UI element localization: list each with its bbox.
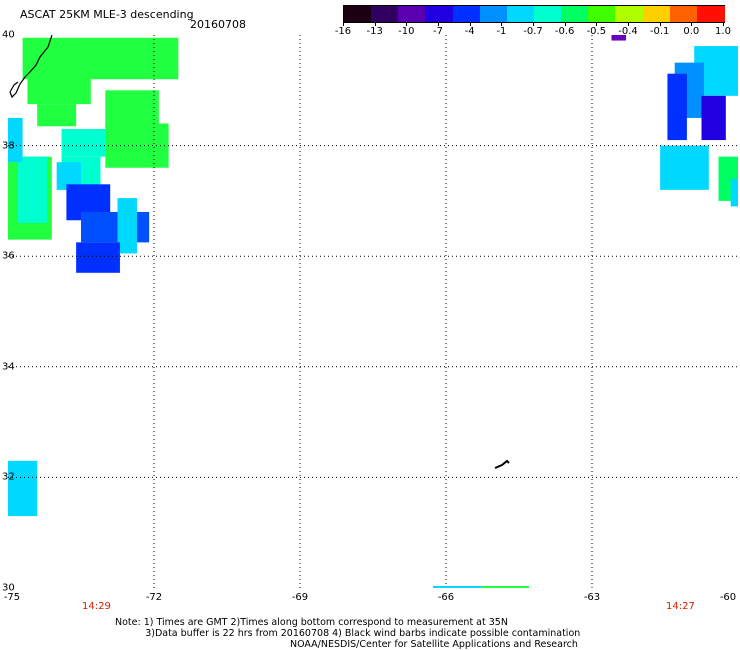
wind-barb-icon — [494, 459, 510, 469]
data-cell — [76, 242, 120, 273]
data-cell — [81, 211, 150, 243]
colorbar-tick — [533, 22, 534, 26]
longitude-label: -63 — [583, 592, 601, 603]
colorbar-label: -0.5 — [586, 26, 607, 37]
colorbar-segment — [425, 6, 454, 22]
colorbar-label: -4 — [464, 26, 475, 37]
swath-edge-green — [481, 586, 529, 588]
colorbar-tick — [723, 22, 724, 26]
longitude-label: -66 — [437, 592, 455, 603]
latitude-label: 36 — [2, 250, 15, 262]
swath-edge-cyan — [433, 586, 481, 588]
colorbar-tick — [691, 22, 693, 26]
colorbar-segment — [642, 6, 671, 22]
colorbar-segment — [398, 6, 427, 22]
credit-text: NOAA/NESDIS/Center for Satellite Applica… — [290, 639, 578, 650]
colorbar-segment — [479, 6, 508, 22]
colorbar-segment — [669, 6, 698, 22]
colorbar-label: -1 — [496, 26, 507, 37]
colorbar-segment — [615, 6, 644, 22]
longitude-label: -72 — [145, 592, 163, 603]
longitude-label: -60 — [719, 592, 737, 603]
colorbar-label: 0.0 — [683, 26, 700, 37]
ambiguity-cells — [8, 35, 738, 517]
map-plot — [8, 35, 738, 588]
colorbar-tick — [374, 22, 376, 26]
colorbar-tick — [659, 22, 661, 26]
colorbar-tick — [596, 22, 598, 26]
colorbar-label: -0.7 — [523, 26, 543, 37]
colorbar-tick — [469, 22, 471, 26]
colorbar-segment — [534, 6, 563, 22]
data-cell — [611, 35, 627, 41]
data-cell — [17, 156, 47, 224]
note-text: Note: 1) Times are GMT 2)Times along bot… — [115, 617, 580, 639]
colorbar-tick — [564, 22, 566, 26]
note-line-1: Note: 1) Times are GMT 2)Times along bot… — [115, 617, 508, 628]
colorbar-label: 1.0 — [715, 26, 731, 37]
data-cell — [667, 73, 687, 141]
data-cell — [117, 198, 137, 254]
colorbar-label: -0.4 — [618, 26, 638, 37]
colorbar-label: -13 — [366, 26, 383, 37]
data-cell — [22, 37, 179, 80]
colorbar-tick — [501, 22, 503, 26]
data-cell — [701, 95, 726, 141]
map-date: 20160708 — [190, 18, 246, 31]
map-title: ASCAT 25KM MLE-3 descending — [20, 8, 194, 21]
data-cell — [730, 178, 738, 207]
colorbar-tick — [343, 22, 344, 26]
latitude-label: 32 — [2, 471, 15, 483]
colorbar-label: -0.6 — [554, 26, 575, 37]
longitude-label: -75 — [3, 592, 21, 603]
note-line-2: 3)Data buffer is 22 hrs from 20160708 4)… — [115, 628, 581, 639]
data-cell — [8, 460, 38, 517]
colorbar-tick — [438, 22, 439, 26]
latitude-label: 38 — [2, 140, 15, 152]
coastline — [9, 35, 53, 99]
data-cell — [8, 117, 23, 163]
colorbar-segment — [452, 6, 481, 22]
time-label-left: 14:29 — [82, 601, 111, 612]
data-cell — [37, 104, 77, 127]
data-cell — [27, 76, 91, 105]
map-grid — [8, 35, 738, 588]
colorbar-segment — [588, 6, 617, 22]
data-cell — [61, 129, 106, 157]
colorbar-label: -16 — [334, 26, 352, 37]
colorbar-label: -7 — [433, 26, 443, 37]
latitude-label: 40 — [2, 29, 15, 41]
colorbar-label: -10 — [398, 26, 415, 37]
colorbar-tick — [406, 22, 408, 26]
colorbar — [343, 5, 725, 23]
data-cell — [660, 145, 709, 190]
latitude-label: 34 — [2, 361, 15, 373]
colorbar-segment — [506, 6, 535, 22]
colorbar-tick — [628, 22, 629, 26]
colorbar-segment — [696, 6, 725, 22]
colorbar-label: -0.1 — [649, 26, 670, 37]
colorbar-segment — [344, 6, 373, 22]
latitude-label: 30 — [2, 582, 15, 594]
longitude-label: -69 — [291, 592, 309, 603]
colorbar-segment — [561, 6, 590, 22]
colorbar-segment — [371, 6, 400, 22]
time-label-right: 14:27 — [666, 601, 695, 612]
